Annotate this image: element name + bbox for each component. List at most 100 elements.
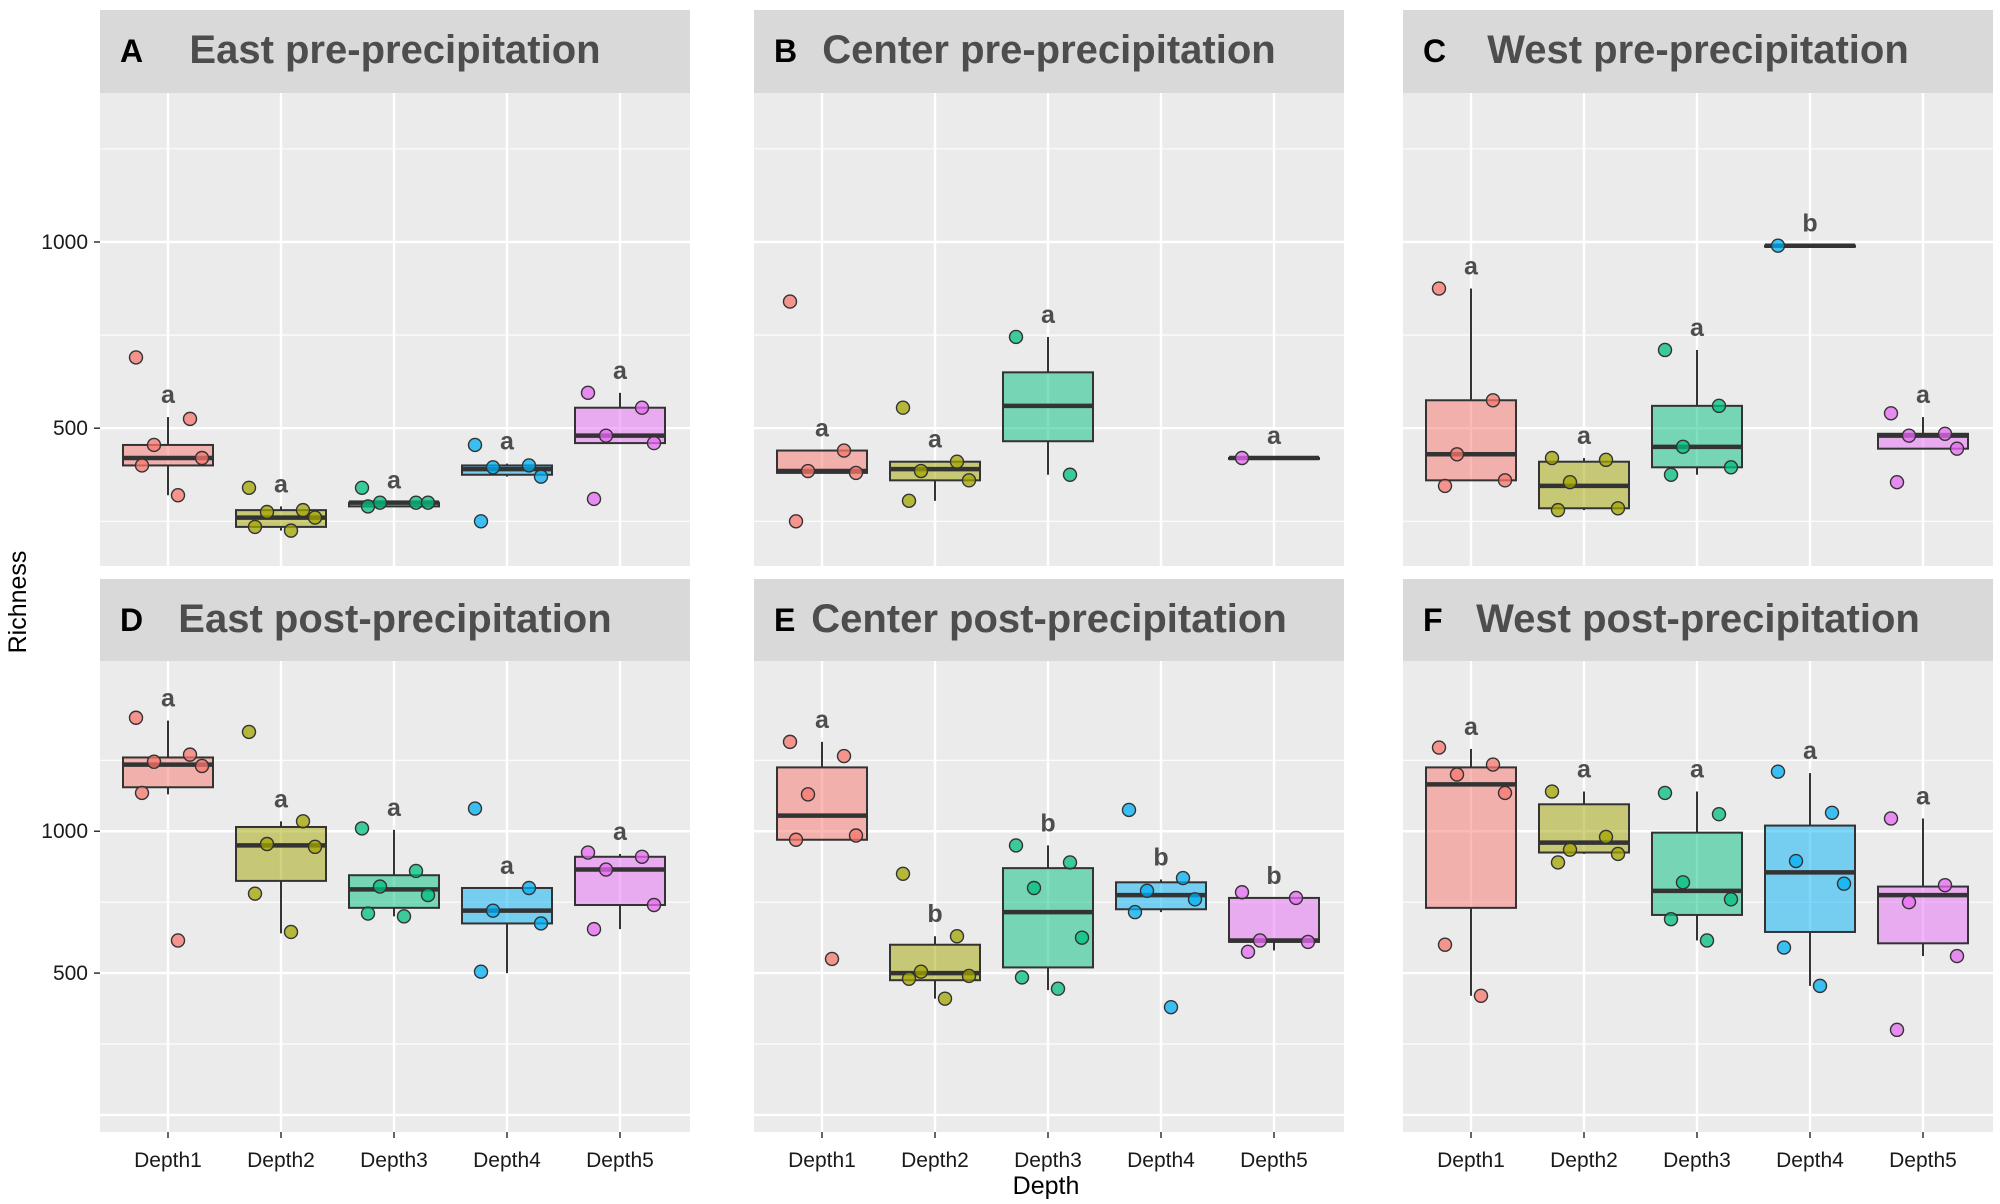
data-point [895,400,911,415]
data-point [473,964,489,979]
box-group-depth1: a [1425,713,1517,1004]
box-group-depth3: a [348,794,440,924]
x-tick-label: Depth2 [247,1149,315,1172]
significance-label: b [1266,862,1281,890]
data-point [788,832,804,847]
data-point [1008,329,1024,345]
panel-title: West pre-precipitation [1487,28,1909,72]
data-point [241,724,257,740]
data-point [1288,890,1304,906]
panel-letter: E [774,602,795,638]
data-point [1657,785,1673,801]
panel-F: F West post-precipitation Depth1 Depth2 Dept… [1403,579,1993,1172]
data-point [485,903,501,918]
data-point [182,747,198,762]
significance-label: a [815,415,830,443]
data-point [467,437,483,453]
box-group-depth3: a [1651,314,1743,482]
data-point [1723,892,1739,907]
panel-C: C West pre-precipitation a a a b a [1403,10,1993,566]
data-point [146,754,162,769]
significance-label: b [1040,809,1055,837]
data-point [134,785,150,801]
data-point [1127,904,1143,920]
box-group-depth2: a [235,724,327,940]
data-point [1610,846,1626,862]
x-tick-label: Depth2 [1550,1149,1618,1172]
box-group-depth2: a [889,400,981,509]
data-point [937,991,953,1006]
panel-letter: B [774,33,797,69]
x-tick-label: Depth1 [1437,1149,1505,1172]
data-point [521,458,537,473]
significance-label: a [1464,253,1479,281]
data-point [1175,870,1191,886]
data-point [1562,842,1578,857]
data-point [848,465,864,481]
box-group-depth3: a [1651,756,1743,948]
significance-label: a [387,794,402,822]
data-point [1663,467,1679,482]
data-point [1598,452,1614,468]
data-point [1240,944,1256,960]
data-point [1675,875,1691,890]
box-iqr [1651,404,1743,469]
box-iqr [1002,867,1094,969]
data-point [354,480,370,495]
data-point [913,463,929,479]
x-tick-label: Depth2 [901,1149,969,1172]
data-point [1014,970,1030,985]
data-point [1889,1022,1905,1038]
data-point [241,480,257,495]
box-iqr [574,855,666,907]
x-tick-label: Depth4 [473,1149,541,1172]
data-point [396,909,412,924]
significance-label: a [274,470,289,498]
box-group-depth5: a [1228,422,1320,466]
significance-label: a [274,785,289,813]
data-point [1074,930,1090,945]
panel-A: A East pre-precipitation 500 1000 a a a a a [41,10,690,566]
data-point [283,924,299,940]
x-tick-label: Depth5 [586,1149,654,1172]
box-iqr [1228,896,1320,943]
box-group-depth2: a [1538,422,1630,518]
data-point [1139,883,1155,899]
panel-title: West post-precipitation [1476,597,1920,641]
data-point [307,510,323,525]
data-point [913,964,929,979]
panel-strip [754,10,1344,93]
data-point [194,758,210,774]
x-tick-label: Depth1 [788,1149,856,1172]
data-point [521,880,537,896]
data-point [1431,281,1447,296]
data-point [800,787,816,802]
panel-strip [100,579,690,661]
data-point [354,821,370,836]
panel-title: East post-precipitation [178,597,611,641]
data-point [782,294,798,309]
data-point [1497,785,1513,801]
data-point [485,460,501,475]
data-point [1449,767,1465,782]
significance-label: a [500,852,515,880]
box-group-depth5: b [1228,862,1320,960]
data-point [307,839,323,855]
data-point [598,428,614,443]
significance-label: a [1690,756,1705,784]
box-group-depth3: b [1002,809,1094,996]
x-tick-label: Depth5 [1889,1149,1957,1172]
data-point [1657,342,1673,358]
data-point [194,450,210,466]
panel-strip [100,10,690,93]
data-point [580,385,596,401]
box-group-depth4: b [1115,802,1207,1015]
data-point [295,502,311,518]
data-point [1770,238,1786,253]
significance-label: a [1690,314,1705,342]
data-point [473,514,489,529]
x-tick-label: Depth3 [1663,1149,1731,1172]
data-point [1550,502,1566,518]
data-point [848,828,864,843]
